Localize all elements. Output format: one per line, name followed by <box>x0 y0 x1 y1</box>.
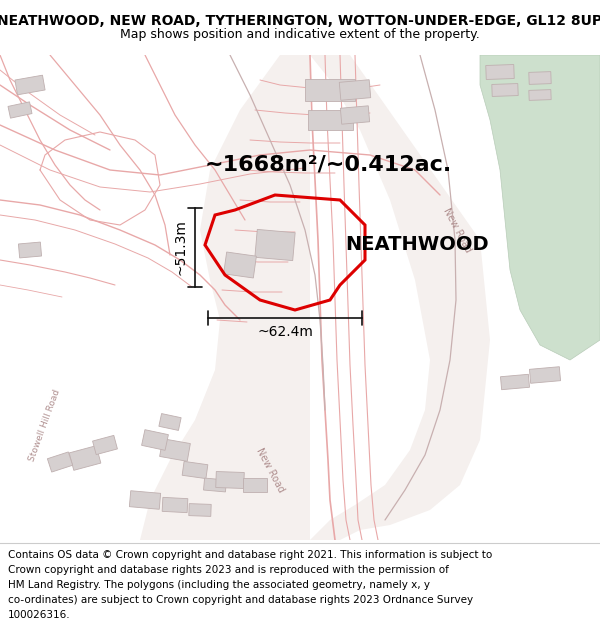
Polygon shape <box>142 429 169 451</box>
Text: Contains OS data © Crown copyright and database right 2021. This information is : Contains OS data © Crown copyright and d… <box>8 550 492 560</box>
Polygon shape <box>160 439 190 461</box>
Text: 100026316.: 100026316. <box>8 610 70 620</box>
Polygon shape <box>224 252 256 278</box>
Text: New Road: New Road <box>254 446 286 494</box>
Text: ~51.3m: ~51.3m <box>173 219 187 276</box>
Polygon shape <box>162 498 188 512</box>
Polygon shape <box>243 478 267 492</box>
Polygon shape <box>340 106 370 124</box>
Polygon shape <box>339 80 371 100</box>
Text: Map shows position and indicative extent of the property.: Map shows position and indicative extent… <box>120 28 480 41</box>
Polygon shape <box>310 55 490 540</box>
Polygon shape <box>182 461 208 479</box>
Polygon shape <box>305 79 355 101</box>
Text: Stowell Hill Road: Stowell Hill Road <box>28 388 62 462</box>
Polygon shape <box>529 89 551 101</box>
Text: HM Land Registry. The polygons (including the associated geometry, namely x, y: HM Land Registry. The polygons (includin… <box>8 580 430 590</box>
Polygon shape <box>255 229 295 261</box>
Polygon shape <box>15 75 45 95</box>
Polygon shape <box>308 110 353 130</box>
Polygon shape <box>203 478 226 492</box>
Text: co-ordinates) are subject to Crown copyright and database rights 2023 Ordnance S: co-ordinates) are subject to Crown copyr… <box>8 595 473 605</box>
Polygon shape <box>140 55 310 540</box>
Polygon shape <box>486 64 514 79</box>
Text: ~1668m²/~0.412ac.: ~1668m²/~0.412ac. <box>205 155 452 175</box>
Text: Crown copyright and database rights 2023 and is reproduced with the permission o: Crown copyright and database rights 2023… <box>8 565 449 575</box>
Polygon shape <box>19 242 41 258</box>
Text: NEATHWOOD: NEATHWOOD <box>345 236 488 254</box>
Text: NEATHWOOD, NEW ROAD, TYTHERINGTON, WOTTON-UNDER-EDGE, GL12 8UP: NEATHWOOD, NEW ROAD, TYTHERINGTON, WOTTO… <box>0 14 600 28</box>
Polygon shape <box>130 491 161 509</box>
Polygon shape <box>529 367 560 383</box>
Text: ~62.4m: ~62.4m <box>257 325 313 339</box>
Polygon shape <box>47 452 73 472</box>
Polygon shape <box>8 102 32 118</box>
Polygon shape <box>216 471 244 489</box>
Polygon shape <box>69 446 101 471</box>
Polygon shape <box>529 72 551 84</box>
Polygon shape <box>480 55 600 360</box>
Polygon shape <box>492 84 518 96</box>
Polygon shape <box>92 436 118 454</box>
Polygon shape <box>189 504 211 516</box>
Polygon shape <box>500 374 530 390</box>
Text: New Road: New Road <box>441 206 473 254</box>
Polygon shape <box>159 414 181 431</box>
